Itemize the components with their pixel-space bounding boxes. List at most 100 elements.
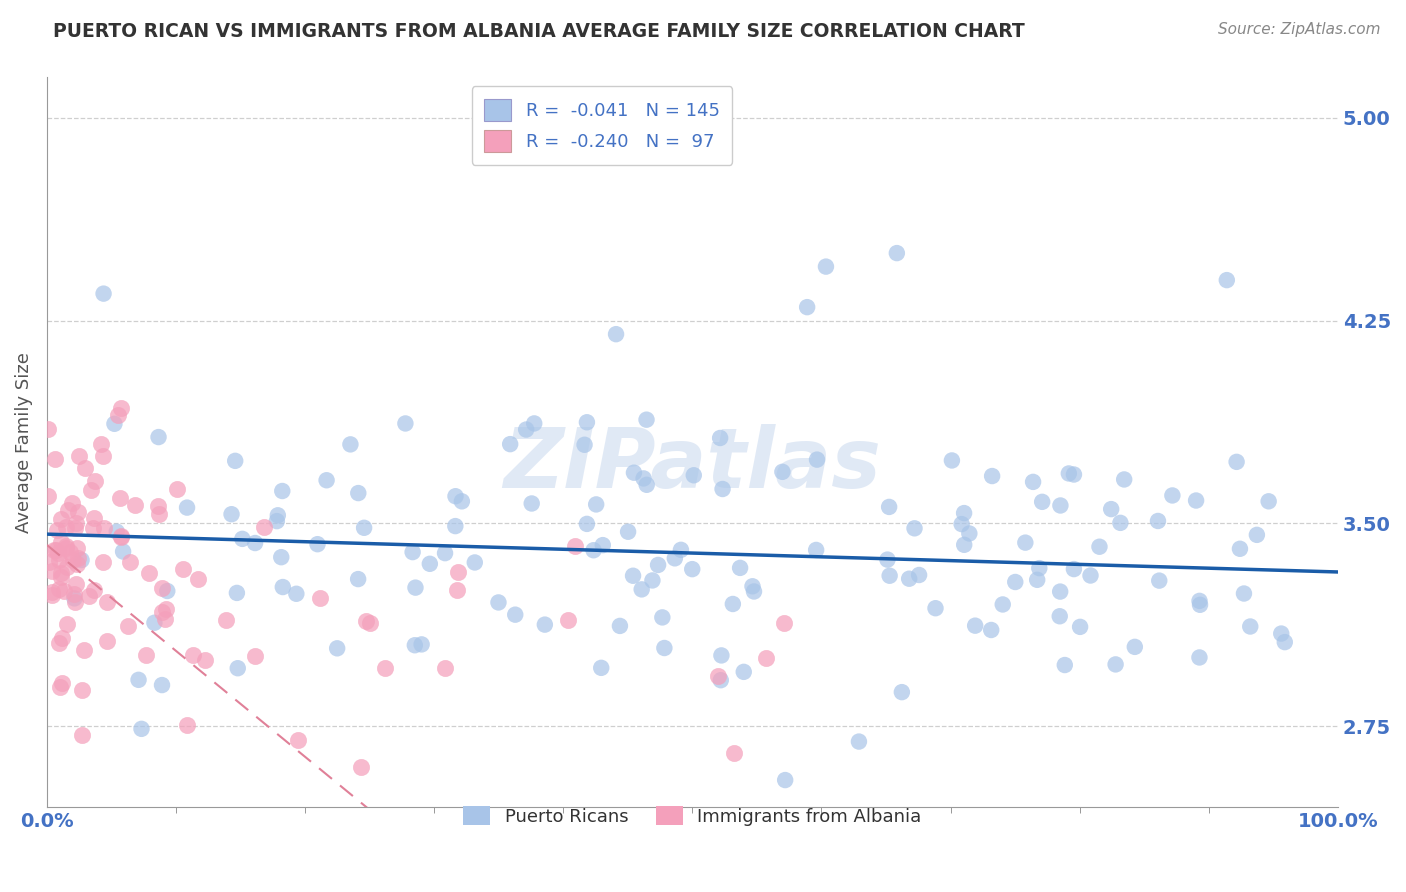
Point	[965, 618, 987, 632]
Point	[1233, 586, 1256, 600]
Point	[105, 524, 128, 539]
Point	[1161, 488, 1184, 502]
Point	[890, 685, 912, 699]
Point	[285, 587, 308, 601]
Point	[1188, 650, 1211, 665]
Point	[48, 552, 70, 566]
Point	[156, 584, 179, 599]
Point	[404, 581, 426, 595]
Point	[58, 503, 80, 517]
Point	[1022, 475, 1045, 489]
Point	[1063, 562, 1085, 576]
Point	[1270, 626, 1292, 640]
Point	[651, 610, 673, 624]
Point	[55, 541, 77, 556]
Point	[1147, 514, 1170, 528]
Point	[488, 595, 510, 609]
Point	[221, 507, 243, 521]
Point	[166, 482, 188, 496]
Point	[112, 544, 135, 558]
Point	[96, 633, 118, 648]
Point	[434, 661, 457, 675]
Point	[65, 577, 87, 591]
Point	[394, 417, 416, 431]
Point	[591, 661, 613, 675]
Point	[73, 643, 96, 657]
Point	[271, 580, 294, 594]
Point	[56, 617, 79, 632]
Point	[51, 534, 73, 549]
Point	[266, 514, 288, 528]
Point	[464, 556, 486, 570]
Point	[1229, 541, 1251, 556]
Point	[564, 539, 586, 553]
Point	[1004, 574, 1026, 589]
Point	[271, 483, 294, 498]
Point	[609, 619, 631, 633]
Point	[654, 640, 676, 655]
Point	[70, 728, 93, 742]
Point	[636, 477, 658, 491]
Point	[150, 605, 173, 619]
Point	[1026, 573, 1049, 587]
Point	[356, 614, 378, 628]
Point	[138, 566, 160, 580]
Point	[91, 449, 114, 463]
Point	[194, 652, 217, 666]
Point	[1189, 598, 1212, 612]
Point	[67, 550, 90, 565]
Point	[82, 520, 104, 534]
Point	[108, 491, 131, 505]
Point	[48, 582, 70, 596]
Point	[124, 498, 146, 512]
Point	[950, 517, 973, 532]
Point	[150, 678, 173, 692]
Point	[1049, 499, 1071, 513]
Point	[953, 506, 976, 520]
Point	[1028, 561, 1050, 575]
Point	[617, 524, 640, 539]
Point	[723, 746, 745, 760]
Point	[37, 489, 59, 503]
Point	[70, 682, 93, 697]
Point	[1099, 502, 1122, 516]
Point	[41, 588, 63, 602]
Point	[48, 546, 70, 560]
Text: PUERTO RICAN VS IMMIGRANTS FROM ALBANIA AVERAGE FAMILY SIZE CORRELATION CHART: PUERTO RICAN VS IMMIGRANTS FROM ALBANIA …	[53, 22, 1025, 41]
Point	[60, 495, 83, 509]
Point	[66, 505, 89, 519]
Point	[981, 469, 1004, 483]
Point	[110, 529, 132, 543]
Point	[374, 660, 396, 674]
Point	[143, 615, 166, 630]
Point	[1104, 657, 1126, 672]
Point	[1149, 574, 1171, 588]
Point	[411, 637, 433, 651]
Point	[90, 437, 112, 451]
Point	[953, 538, 976, 552]
Point	[669, 542, 692, 557]
Point	[67, 449, 90, 463]
Point	[941, 453, 963, 467]
Point	[65, 516, 87, 530]
Point	[447, 565, 470, 579]
Point	[444, 489, 467, 503]
Point	[270, 550, 292, 565]
Point	[53, 583, 76, 598]
Point	[63, 591, 86, 606]
Point	[267, 508, 290, 523]
Point	[224, 454, 246, 468]
Point	[574, 438, 596, 452]
Point	[633, 471, 655, 485]
Point	[51, 566, 73, 580]
Point	[623, 466, 645, 480]
Point	[796, 300, 818, 314]
Point	[226, 661, 249, 675]
Point	[585, 497, 607, 511]
Point	[176, 500, 198, 515]
Point	[148, 508, 170, 522]
Point	[49, 680, 72, 694]
Point	[287, 732, 309, 747]
Point	[450, 494, 472, 508]
Point	[339, 437, 361, 451]
